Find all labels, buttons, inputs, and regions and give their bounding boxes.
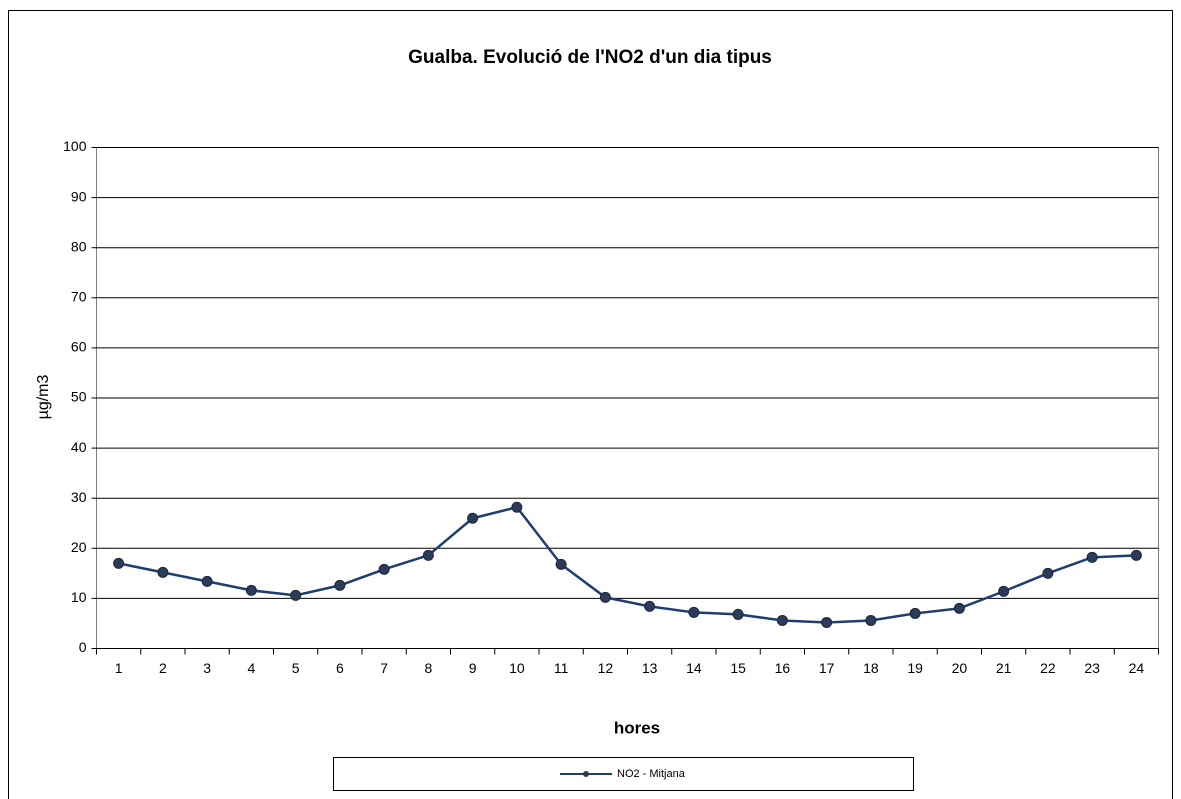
data-point bbox=[1086, 551, 1098, 563]
data-point bbox=[865, 614, 877, 626]
data-point bbox=[422, 549, 434, 561]
legend-marker bbox=[583, 771, 589, 777]
data-point bbox=[688, 606, 700, 618]
data-point bbox=[378, 563, 390, 575]
x-tick-label: 5 bbox=[292, 660, 300, 676]
y-tick-label: 60 bbox=[71, 339, 87, 355]
x-tick-label: 21 bbox=[996, 660, 1012, 676]
x-tick-label: 2 bbox=[159, 660, 167, 676]
y-tick-label: 30 bbox=[71, 489, 87, 505]
series-line bbox=[118, 505, 1137, 624]
data-point bbox=[644, 600, 656, 612]
data-point bbox=[245, 584, 257, 596]
x-axis-label: hores bbox=[614, 718, 660, 737]
legend-label: NO2 - Mitjana bbox=[617, 768, 686, 780]
data-point bbox=[599, 591, 611, 603]
data-point bbox=[909, 607, 921, 619]
legend bbox=[333, 757, 914, 791]
y-tick-label: 100 bbox=[63, 138, 87, 154]
x-tick-label: 12 bbox=[598, 660, 614, 676]
data-point bbox=[157, 566, 169, 578]
y-tick-label: 80 bbox=[71, 238, 87, 254]
x-tick-label: 18 bbox=[863, 660, 879, 676]
data-point bbox=[113, 557, 125, 569]
data-point bbox=[334, 579, 346, 591]
data-point bbox=[1042, 567, 1054, 579]
x-tick-label: 11 bbox=[554, 660, 569, 676]
x-tick-label: 1 bbox=[115, 660, 123, 676]
data-point bbox=[555, 558, 567, 570]
y-tick-label: 40 bbox=[71, 439, 87, 455]
x-tick-label: 17 bbox=[819, 660, 835, 676]
y-tick-label: 90 bbox=[71, 188, 87, 204]
data-point bbox=[953, 602, 965, 614]
data-point bbox=[1130, 549, 1142, 561]
x-tick-label: 16 bbox=[775, 660, 791, 676]
x-tick-label: 14 bbox=[686, 660, 702, 676]
x-tick-label: 20 bbox=[952, 660, 968, 676]
data-point bbox=[467, 512, 479, 524]
x-tick-label: 9 bbox=[469, 660, 477, 676]
y-axis-label: µg/m3 bbox=[35, 375, 52, 420]
y-tick-label: 50 bbox=[71, 389, 87, 405]
x-tick-label: 19 bbox=[907, 660, 923, 676]
chart-title: Gualba. Evolució de l'NO2 d'un dia tipus bbox=[408, 47, 772, 68]
data-point bbox=[732, 608, 744, 620]
x-tick-label: 6 bbox=[336, 660, 344, 676]
data-point bbox=[998, 585, 1010, 597]
x-tick-label: 3 bbox=[203, 660, 211, 676]
x-tick-label: 4 bbox=[247, 660, 255, 676]
x-tick-label: 15 bbox=[730, 660, 746, 676]
y-tick-label: 10 bbox=[71, 589, 87, 605]
x-tick-label: 10 bbox=[509, 660, 525, 676]
x-tick-label: 13 bbox=[642, 660, 658, 676]
data-point bbox=[290, 589, 302, 601]
data-point bbox=[821, 616, 833, 628]
x-tick-label: 7 bbox=[380, 660, 388, 676]
x-tick-label: 23 bbox=[1084, 660, 1100, 676]
x-tick-label: 22 bbox=[1040, 660, 1056, 676]
data-point bbox=[201, 575, 213, 587]
y-tick-label: 0 bbox=[79, 639, 87, 655]
y-tick-label: 70 bbox=[71, 289, 87, 305]
y-tick-label: 20 bbox=[71, 539, 87, 555]
x-tick-label: 8 bbox=[424, 660, 432, 676]
x-tick-label: 24 bbox=[1129, 660, 1145, 676]
data-point bbox=[776, 614, 788, 626]
data-point bbox=[511, 501, 523, 513]
